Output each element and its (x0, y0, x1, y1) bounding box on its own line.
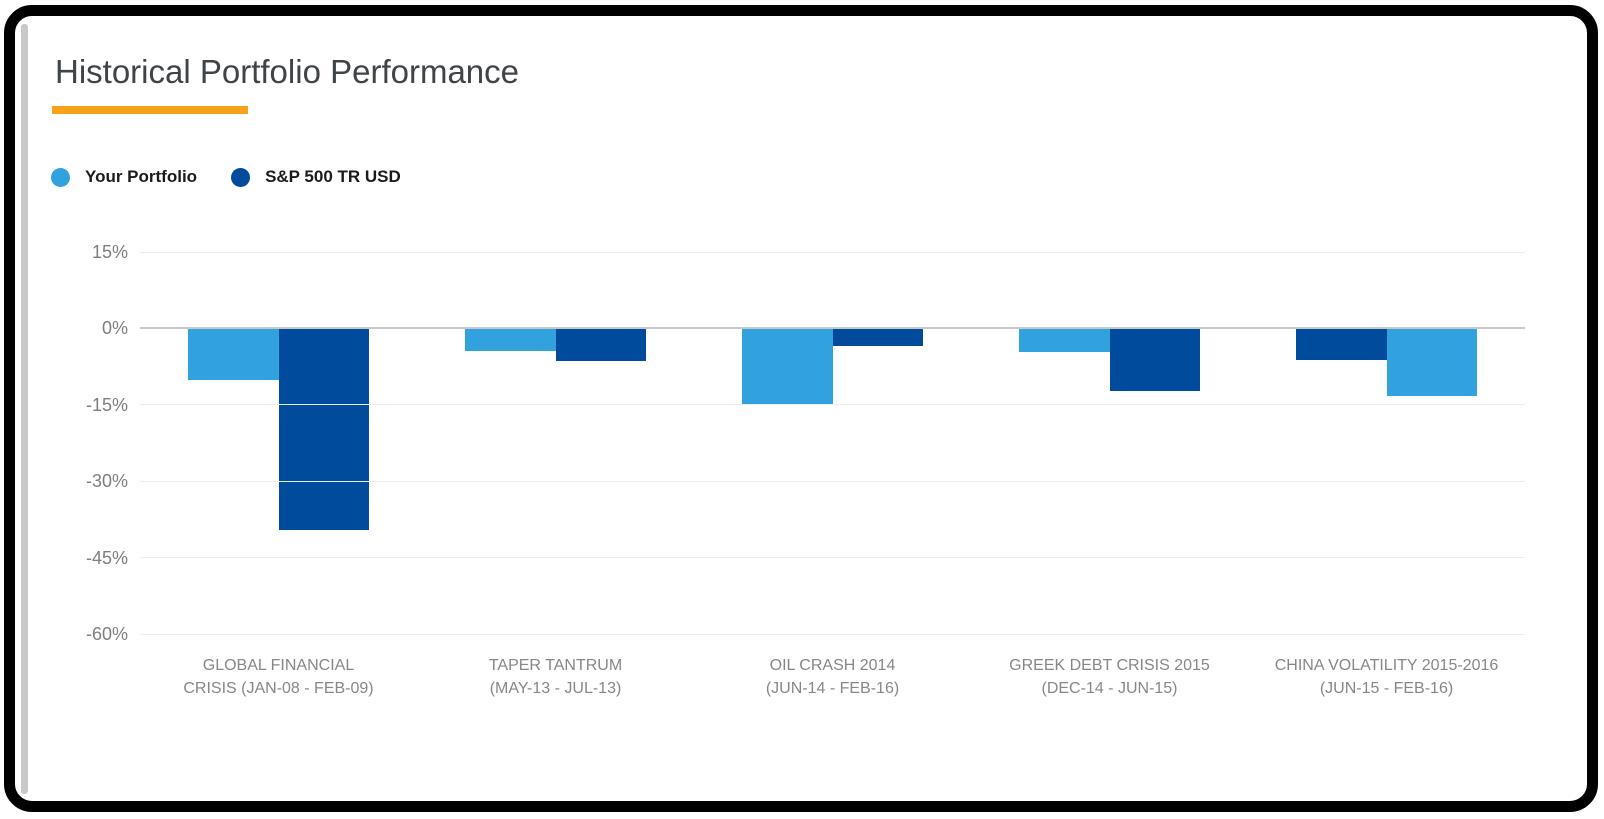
bar-your-portfolio (188, 329, 279, 380)
gridline (140, 480, 1525, 482)
bar-your-portfolio (742, 329, 833, 405)
legend-item-sp500-tr-usd[interactable]: S&P 500 TR USD (231, 167, 401, 187)
category-label: OIL CRASH 2014 (JUN-14 - FEB-16) (765, 657, 900, 697)
legend-dot-icon (51, 167, 70, 187)
legend-label: Your Portfolio (85, 167, 198, 186)
bar-s-p-500-tr-usd (1296, 329, 1387, 361)
title-accent-underline (52, 106, 248, 114)
bar-s-p-500-tr-usd (278, 329, 369, 530)
legend-dot-icon (231, 167, 251, 187)
bar-s-p-500-tr-usd (1109, 329, 1200, 391)
y-axis-tick-label: 15% (91, 242, 128, 262)
bar-s-p-500-tr-usd (555, 329, 646, 362)
y-axis-tick-label: -30% (85, 471, 128, 492)
gridline (140, 251, 1525, 253)
y-axis-tick-label: -15% (85, 394, 128, 415)
legend-item-your-portfolio[interactable]: Your Portfolio (51, 167, 197, 187)
category-label: TAPER TANTRUM (MAY-13 - JUL-13) (488, 657, 623, 697)
category-label: GLOBAL FINANCIAL CRISIS (JAN-08 - FEB-09) (183, 657, 374, 697)
gridline (140, 633, 1525, 635)
card-frame (4, 5, 1598, 812)
y-axis-tick-label: -45% (85, 547, 128, 568)
category-label: GREEK DEBT CRISIS 2015 (DEC-14 - JUN-15) (1009, 657, 1210, 697)
bar-your-portfolio (1386, 329, 1477, 397)
performance-bar-chart: 15% 0% -15% -30% -45% -60% GLOBAL FINANCIAL CRI… (86, 242, 1525, 697)
page-title: Historical Portfolio Performance (55, 53, 519, 90)
zero-gridline (140, 327, 1525, 330)
category-label: CHINA VOLATILITY 2015-2016 (JUN-15 - FEB-… (1274, 657, 1499, 697)
gridline (140, 404, 1525, 406)
bar-your-portfolio (1019, 329, 1110, 353)
gridline (140, 557, 1525, 559)
bar-s-p-500-tr-usd (832, 329, 923, 346)
bar-your-portfolio (465, 329, 556, 351)
card-left-shadow (21, 24, 28, 794)
legend-label: S&P 500 TR USD (265, 167, 401, 186)
y-axis-tick-label: -60% (85, 624, 128, 644)
chart-legend: Your Portfolio S&P 500 TR USD (51, 167, 401, 187)
y-axis-tick-label: 0% (101, 318, 128, 339)
